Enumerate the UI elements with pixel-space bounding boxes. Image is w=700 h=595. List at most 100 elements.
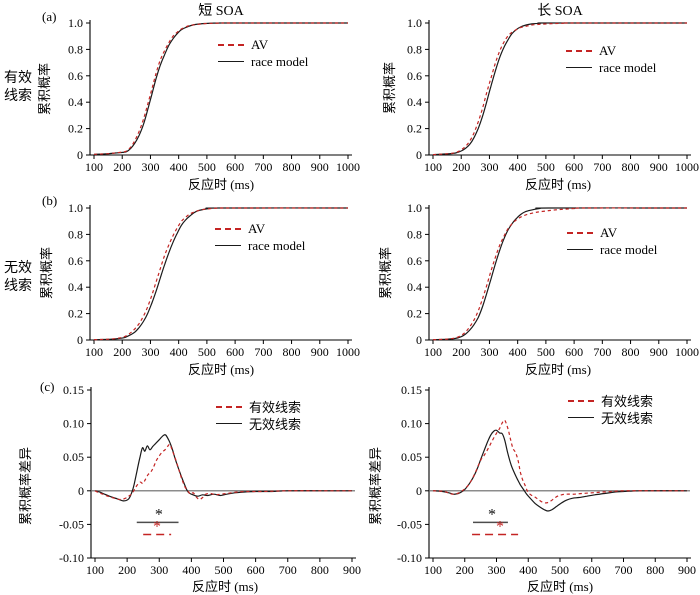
b-right-x-tick-label: 1000 bbox=[675, 345, 699, 359]
b-left-y-tick-label: 0.6 bbox=[68, 254, 83, 268]
c-right-y-tick-label: 0.05 bbox=[401, 450, 422, 464]
b-left-x-tick-label: 900 bbox=[311, 345, 329, 359]
c-right-x-tick-label: 800 bbox=[646, 563, 664, 577]
a-left-x-tick-label: 400 bbox=[170, 160, 188, 174]
c-right-curve-invalid bbox=[432, 429, 688, 512]
c-left-x-tick-label: 400 bbox=[182, 563, 200, 577]
c-left-x-tick-label: 500 bbox=[215, 563, 233, 577]
b-right-x-tick-label: 400 bbox=[509, 345, 527, 359]
row-label-invalid-line1: 无效 bbox=[4, 261, 32, 276]
a-left-x-tick-label: 1000 bbox=[336, 160, 360, 174]
ylabel-b-right: 累积概率 bbox=[377, 247, 393, 300]
b-right-x-tick-label: 500 bbox=[537, 345, 555, 359]
row-label-valid-line1: 有效 bbox=[4, 71, 32, 86]
legend-label-av: AV bbox=[251, 36, 269, 52]
ylabel-b-left: 累积概率 bbox=[38, 247, 54, 300]
row-label-valid-line2: 线索 bbox=[4, 89, 32, 105]
panel-letter-b: (b) bbox=[42, 193, 58, 208]
a-right-x-tick-label: 1000 bbox=[675, 160, 699, 174]
xlabel-b-right: 反应时 (ms) bbox=[524, 362, 592, 377]
av-dashed-line-swatch bbox=[218, 43, 244, 46]
ylabel-a-left: 累积概率 bbox=[36, 63, 52, 116]
b-right-x-tick-label: 200 bbox=[452, 345, 470, 359]
b-left-curve-race bbox=[93, 207, 349, 341]
race-solid-line-swatch bbox=[218, 61, 244, 62]
a-right-x-tick-label: 800 bbox=[622, 160, 640, 174]
c-left-x-tick-label: 700 bbox=[279, 563, 297, 577]
a-right-x-tick-label: 300 bbox=[480, 160, 498, 174]
legend-a-left: AV race model bbox=[218, 36, 308, 70]
column-title-short-soa: 短 SOA bbox=[198, 4, 244, 19]
legend-label-valid-cue: 有效线索 bbox=[601, 394, 654, 409]
b-right-y-tick-label: 0.8 bbox=[407, 227, 422, 241]
a-right-x-tick-label: 600 bbox=[565, 160, 583, 174]
c-right-y-tick-label: -0.10 bbox=[397, 551, 422, 565]
c-right-x-tick-label: 600 bbox=[583, 563, 601, 577]
c-left-y-tick-label: -0.10 bbox=[59, 551, 84, 565]
c-left-significance-star-valid-cue: * bbox=[153, 518, 161, 535]
b-right-x-tick-label: 100 bbox=[424, 345, 442, 359]
legend-label-race: race model bbox=[599, 59, 657, 75]
b-left-y-tick-label: 0.2 bbox=[68, 307, 83, 321]
a-left-y-tick-label: 0.6 bbox=[68, 69, 83, 83]
b-right-curve-race bbox=[432, 207, 688, 341]
b-right-x-tick-label: 300 bbox=[480, 345, 498, 359]
valid-cue-dashed-line-swatch bbox=[216, 405, 242, 408]
c-right-y-tick-label: -0.05 bbox=[397, 517, 422, 531]
legend-item-valid-cue: 有效线索 bbox=[568, 392, 653, 409]
a-right-x-tick-label: 900 bbox=[650, 160, 668, 174]
c-left-x-tick-label: 300 bbox=[150, 563, 168, 577]
a-right-y-tick-label: 0.2 bbox=[407, 122, 422, 136]
legend-item-valid-cue: 有效线索 bbox=[216, 398, 301, 415]
legend-label-race: race model bbox=[251, 53, 309, 69]
legend-c-right: 有效线索 无效线索 bbox=[568, 392, 653, 426]
c-right-x-tick-label: 900 bbox=[678, 563, 696, 577]
b-right-x-tick-label: 800 bbox=[622, 345, 640, 359]
valid-cue-dashed-line-swatch bbox=[568, 399, 594, 402]
panel-letter-c: (c) bbox=[40, 379, 55, 394]
a-left-y-tick-label: 0 bbox=[77, 148, 83, 162]
legend-label-invalid-cue: 无效线索 bbox=[601, 411, 654, 426]
b-right-curve-av bbox=[432, 207, 688, 341]
c-right-y-tick-label: 0.15 bbox=[401, 383, 422, 397]
a-right-y-tick-label: 0 bbox=[416, 148, 422, 162]
a-left-y-tick-label: 0.2 bbox=[68, 122, 83, 136]
legend-b-left: AV race model bbox=[215, 220, 305, 254]
c-left-x-tick-label: 200 bbox=[118, 563, 136, 577]
race-solid-line-swatch bbox=[566, 67, 592, 68]
b-left-x-tick-label: 700 bbox=[254, 345, 272, 359]
b-left-y-tick-label: 0.4 bbox=[68, 280, 83, 294]
legend-item-invalid-cue: 无效线索 bbox=[568, 409, 653, 426]
a-left-x-tick-label: 800 bbox=[283, 160, 301, 174]
legend-label-av: AV bbox=[248, 220, 266, 236]
a-left-x-tick-label: 100 bbox=[85, 160, 103, 174]
a-left-x-tick-label: 200 bbox=[113, 160, 131, 174]
legend-item-av: AV bbox=[218, 36, 308, 53]
legend-label-invalid-cue: 无效线索 bbox=[249, 417, 302, 432]
c-left-significance-star-invalid-cue: * bbox=[155, 506, 163, 523]
av-dashed-line-swatch bbox=[567, 231, 593, 234]
b-left-x-tick-label: 600 bbox=[226, 345, 244, 359]
a-left-x-tick-label: 900 bbox=[311, 160, 329, 174]
row-label-invalid-line2: 线索 bbox=[4, 279, 32, 295]
legend-item-race: race model bbox=[566, 59, 656, 76]
av-dashed-line-swatch bbox=[566, 49, 592, 52]
b-left-x-tick-label: 1000 bbox=[336, 345, 360, 359]
a-right-x-tick-label: 500 bbox=[537, 160, 555, 174]
panel-letter-a: (a) bbox=[42, 9, 57, 24]
b-right-y-tick-label: 0.6 bbox=[407, 254, 422, 268]
b-right-y-tick-label: 1.0 bbox=[407, 201, 422, 215]
b-right-x-tick-label: 600 bbox=[565, 345, 583, 359]
a-left-x-tick-label: 600 bbox=[226, 160, 244, 174]
c-right-x-tick-label: 100 bbox=[424, 563, 442, 577]
xlabel-a-right: 反应时 (ms) bbox=[524, 177, 592, 192]
legend-item-av: AV bbox=[215, 220, 305, 237]
xlabel-c-right: 反应时 (ms) bbox=[526, 579, 594, 594]
c-right-y-tick-label: 0.10 bbox=[401, 417, 422, 431]
a-right-x-tick-label: 100 bbox=[424, 160, 442, 174]
legend-item-race: race model bbox=[567, 241, 657, 258]
row-label-valid-cue: 有效 线索 bbox=[1, 70, 35, 106]
b-left-x-tick-label: 100 bbox=[85, 345, 103, 359]
b-left-curve-av bbox=[93, 207, 348, 341]
c-right-x-tick-label: 500 bbox=[551, 563, 569, 577]
